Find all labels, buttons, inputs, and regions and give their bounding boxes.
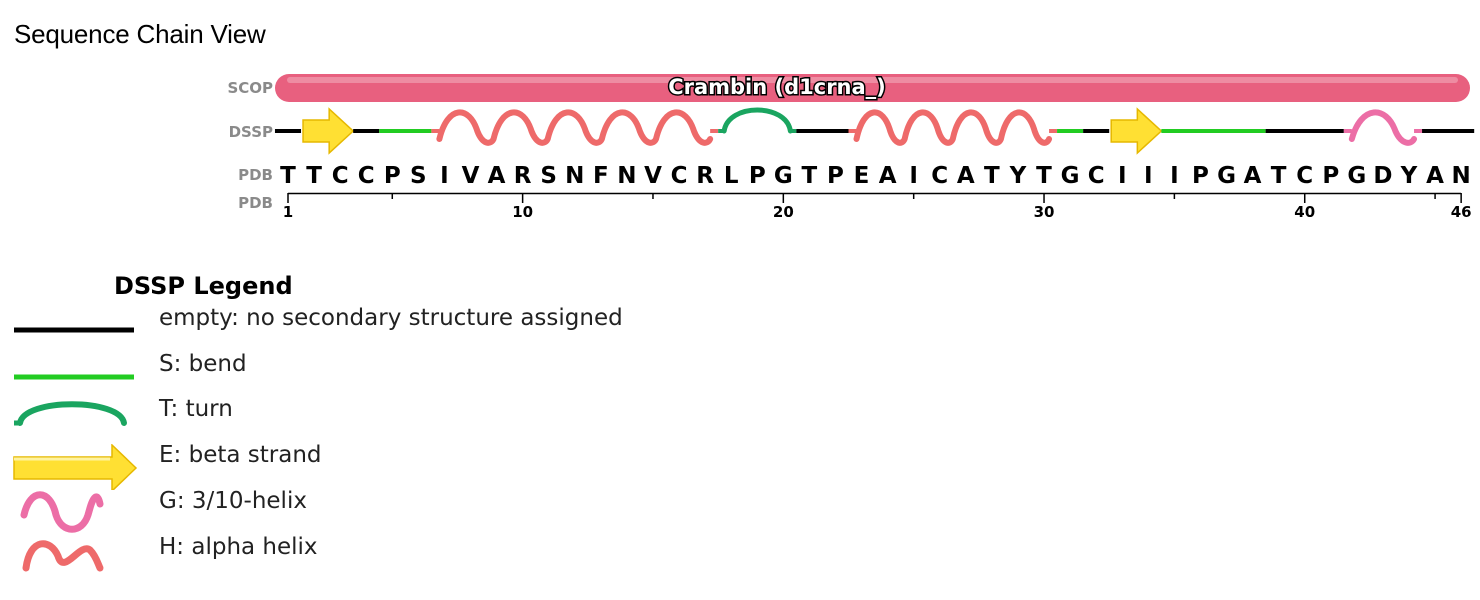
dssp-alpha-helix	[853, 109, 1053, 146]
residue-letter[interactable]: C	[1296, 163, 1313, 189]
residue-letter[interactable]: R	[696, 163, 714, 189]
residue-letter[interactable]: G	[774, 163, 793, 189]
residue-letter[interactable]: P	[827, 163, 844, 189]
ruler-tick-label: 1	[283, 203, 293, 221]
legend-label-helix-alpha: H: alpha helix	[159, 534, 318, 560]
residue-letter[interactable]: N	[565, 163, 584, 189]
residue-letter[interactable]: L	[724, 163, 739, 189]
ruler-tick-label: 20	[773, 203, 794, 221]
residue-letter[interactable]: C	[1088, 163, 1105, 189]
dssp-track-label: DSSP	[229, 123, 273, 141]
residue-letter[interactable]: T	[1271, 163, 1287, 189]
residue-letter[interactable]: T	[1036, 163, 1052, 189]
legend-label-helix-310: G: 3/10-helix	[159, 488, 307, 514]
residue-letter[interactable]: C	[358, 163, 375, 189]
dssp-strand-arrow	[302, 107, 355, 155]
ruler-track: 1 10 20 30 40 46	[283, 192, 1472, 221]
legend-item-helix-alpha: H: alpha helix	[0, 534, 900, 582]
residue-letter[interactable]: T	[802, 163, 818, 189]
residue-letter[interactable]: N	[617, 163, 636, 189]
scop-track[interactable]: Crambin (d1crna_)	[275, 74, 1470, 102]
residue-letter[interactable]: R	[514, 163, 532, 189]
dssp-track	[274, 107, 1475, 155]
residue-letter[interactable]: G	[1061, 163, 1080, 189]
residue-letter[interactable]: C	[931, 163, 948, 189]
strand-arrow-icon	[13, 444, 138, 490]
residue-letter[interactable]: I	[440, 163, 449, 189]
residue-letter[interactable]: F	[593, 163, 609, 189]
residue-letter[interactable]: A	[879, 163, 897, 189]
legend-label-empty: empty: no secondary structure assigned	[159, 305, 623, 331]
helix-310-icon	[20, 491, 104, 533]
residue-letter[interactable]: P	[1192, 163, 1209, 189]
residue-letter[interactable]: C	[332, 163, 349, 189]
residue-letter[interactable]: A	[488, 163, 506, 189]
legend-item-helix-310: G: 3/10-helix	[0, 488, 900, 536]
residue-letter[interactable]: S	[540, 163, 557, 189]
residue-letter[interactable]: I	[1144, 163, 1153, 189]
residue-letter[interactable]: V	[644, 163, 662, 189]
residue-letter[interactable]: Y	[1400, 163, 1418, 189]
track-labels: SCOP DSSP PDB PDB	[227, 79, 273, 212]
residue-letter[interactable]: G	[1217, 163, 1236, 189]
legend-title: DSSP Legend	[114, 272, 293, 300]
ruler-tick-label: 46	[1451, 203, 1472, 221]
dssp-310-helix	[1348, 109, 1418, 146]
legend-label-bend: S: bend	[159, 351, 247, 377]
pdb-sequence-track-label: PDB	[238, 166, 273, 184]
residue-letter[interactable]: T	[280, 163, 296, 189]
residue-letter[interactable]: P	[384, 163, 401, 189]
residue-letter[interactable]: A	[1426, 163, 1444, 189]
residue-letter[interactable]: T	[984, 163, 1000, 189]
scop-domain-bar[interactable]	[275, 74, 1470, 102]
residue-letter[interactable]: I	[1170, 163, 1179, 189]
residue-letter[interactable]: E	[854, 163, 870, 189]
page-title: Sequence Chain View	[14, 19, 266, 49]
residue-letter[interactable]: A	[957, 163, 975, 189]
ruler-tick-label: 40	[1294, 203, 1315, 221]
pdb-ruler-track-label: PDB	[238, 194, 273, 212]
residue-letter[interactable]: C	[671, 163, 688, 189]
residue-letter[interactable]: N	[1452, 163, 1471, 189]
turn-arc-icon	[14, 401, 127, 426]
helix-alpha-icon	[22, 540, 104, 572]
scop-track-label: SCOP	[227, 79, 273, 97]
black-line-icon	[14, 327, 134, 333]
scop-domain-highlight	[287, 77, 1458, 83]
scop-domain-label: Crambin (d1crna_)	[668, 75, 886, 99]
residue-letter[interactable]: Y	[1009, 163, 1027, 189]
residue-letter[interactable]: I	[909, 163, 918, 189]
legend-item-empty: empty: no secondary structure assigned	[0, 305, 900, 354]
legend-label-strand: E: beta strand	[159, 442, 322, 468]
legend-label-turn: T: turn	[159, 396, 233, 422]
residue-letter[interactable]: G	[1347, 163, 1366, 189]
dssp-alpha-helix	[436, 109, 714, 146]
residue-letter[interactable]: A	[1244, 163, 1262, 189]
residue-letter[interactable]: P	[749, 163, 766, 189]
residue-letter[interactable]: V	[462, 163, 480, 189]
residue-letter[interactable]: D	[1373, 163, 1392, 189]
ruler-tick-label: 30	[1034, 203, 1055, 221]
green-line-icon	[14, 374, 134, 380]
residue-letter[interactable]: T	[306, 163, 322, 189]
residue-letter[interactable]: S	[410, 163, 427, 189]
residue-letter[interactable]: I	[1118, 163, 1127, 189]
legend-item-bend: S: bend	[0, 351, 900, 400]
legend-item-strand: E: beta strand	[0, 442, 900, 490]
dssp-turn-segment	[721, 107, 793, 134]
ruler-tick-label: 10	[512, 203, 533, 221]
dssp-strand-arrow	[1110, 107, 1163, 155]
legend-item-turn: T: turn	[0, 396, 900, 444]
residue-letter[interactable]: P	[1322, 163, 1339, 189]
